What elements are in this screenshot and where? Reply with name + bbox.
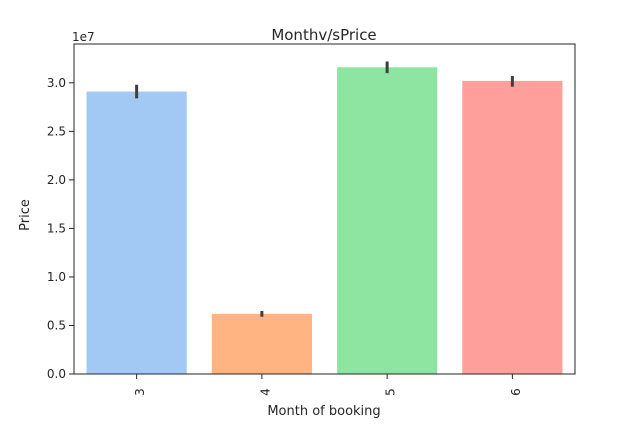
x-tick-label-5: 5 [384,388,398,396]
bar-4 [211,313,312,374]
x-tick-label-6: 6 [509,388,523,396]
bar-6 [462,80,563,374]
x-tick-label-3: 3 [133,388,147,396]
x-axis-label: Month of booking [267,404,380,419]
bar-3 [86,91,187,374]
plot-frame [73,43,576,375]
y-tick-label-1: 0.5 [47,318,66,332]
y-axis-label: Price [18,199,33,231]
bar-5 [337,67,438,374]
y-tick-label-6: 3.0 [47,76,66,90]
y-tick-label-4: 2.0 [47,173,66,187]
plot-area: 3 4 5 6 0.0 0.5 1.0 1.5 2.0 2.5 3.0 [47,43,576,396]
y-tick-label-0: 0.0 [47,367,66,381]
y-tick-label-3: 1.5 [47,221,66,235]
chart-title: Monthv/sPrice [271,26,376,44]
x-tick-label-4: 4 [258,388,272,396]
y-tick-label-5: 2.5 [47,124,66,138]
y-tick-label-2: 1.0 [47,270,66,284]
y-offset-label: 1e7 [72,30,95,44]
